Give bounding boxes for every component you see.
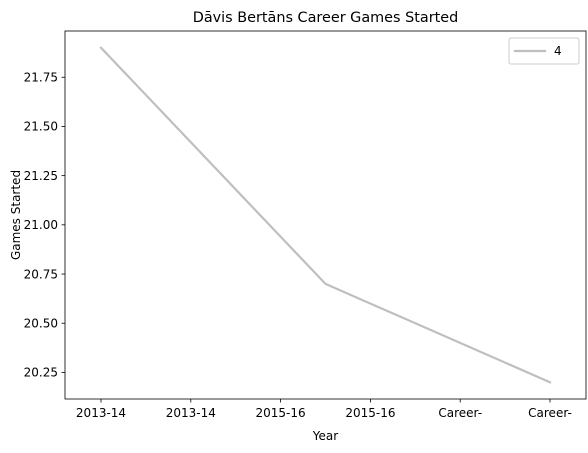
y-tick-label: 21.75 — [24, 71, 58, 85]
x-tick-label: 2015-16 — [256, 406, 306, 420]
y-axis-label: Games Started — [9, 170, 23, 260]
y-tick-label: 20.25 — [24, 366, 58, 380]
y-tick-label: 20.50 — [24, 317, 58, 331]
y-tick-label: 20.75 — [24, 267, 58, 281]
x-tick-label: 2013-14 — [166, 406, 216, 420]
x-tick-label: 2015-16 — [345, 406, 395, 420]
x-tick-label: Career- — [528, 406, 572, 420]
x-tick-label: Career- — [438, 406, 482, 420]
plot-area-frame — [64, 30, 587, 400]
series-layer — [99, 46, 552, 384]
chart-title: Dāvis Bertāns Career Games Started — [193, 10, 459, 26]
y-tick-label: 21.25 — [24, 169, 58, 183]
y-axis-ticks: 20.25 20.50 20.75 21.00 21.25 21.50 21.75 — [24, 71, 65, 380]
x-tick-label: 2013-14 — [76, 406, 126, 420]
y-tick-label: 21.50 — [24, 120, 58, 134]
series-line-4 — [99, 46, 552, 384]
x-axis-label: Year — [312, 429, 338, 443]
x-axis-ticks: 2013-14 2013-14 2015-16 2015-16 Career- Caree… — [76, 399, 572, 420]
y-tick-label: 21.00 — [24, 218, 58, 232]
legend: 4 — [508, 37, 580, 65]
legend-label-series-4: 4 — [554, 44, 562, 58]
